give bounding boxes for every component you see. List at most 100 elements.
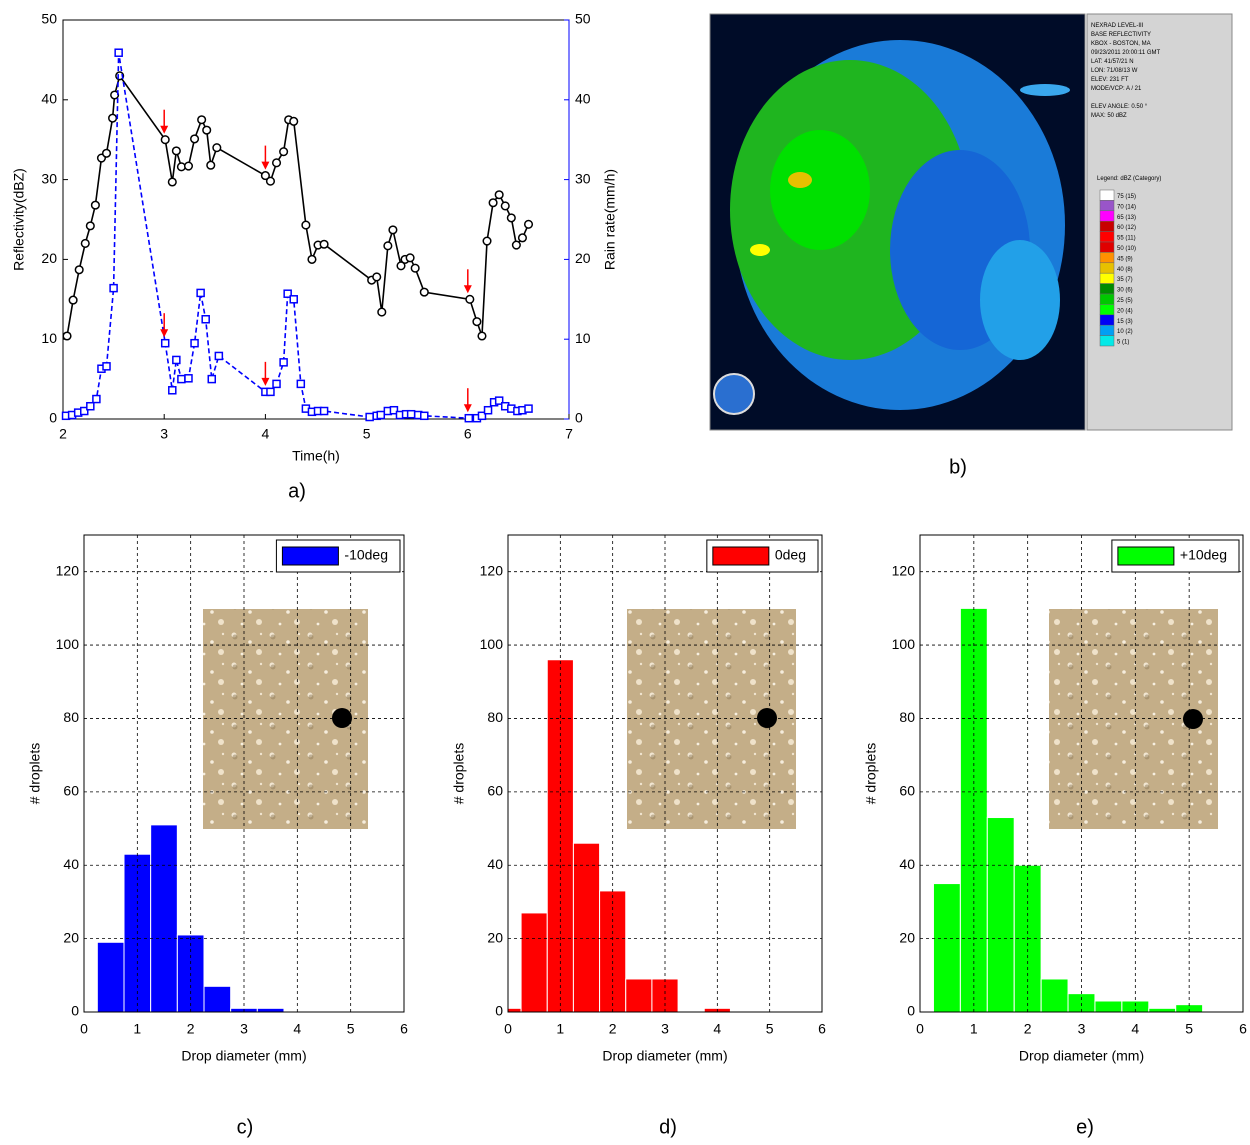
x-tick-label: 7 (565, 426, 573, 442)
x-tick-label: 0 (504, 1021, 512, 1037)
data-point (464, 413, 474, 423)
data-point (184, 374, 193, 383)
arrow-head (261, 377, 270, 386)
bar (520, 912, 548, 1012)
data-point (494, 396, 504, 405)
y-tick-label: 120 (892, 562, 916, 578)
legend-swatch (1099, 231, 1115, 243)
x-axis-label: Drop diameter (mm) (602, 1048, 727, 1064)
legend-swatch (1099, 241, 1115, 253)
legend-label: 75 (15) (1117, 194, 1136, 200)
bar (625, 978, 653, 1012)
panel-label: a) (288, 480, 306, 502)
bar (572, 842, 601, 1012)
inset-marker (332, 708, 352, 728)
legend-label: -10deg (344, 547, 388, 563)
data-point (172, 355, 181, 365)
arrow (160, 313, 169, 338)
arrow (261, 361, 270, 386)
data-point (80, 406, 89, 416)
legend-label: 45 (9) (1117, 256, 1133, 262)
radar-info-text: 09/23/2011 20:00:11 GMT (1091, 50, 1160, 56)
y-tick-label: 100 (892, 636, 916, 652)
y-axis-label: # droplets (27, 743, 43, 804)
data-point (207, 374, 217, 384)
data-point (511, 240, 521, 250)
radar-info-text: MAX: 50 dBZ (1091, 113, 1127, 119)
data-point (477, 331, 487, 341)
data-point (365, 412, 374, 422)
data-point (301, 220, 311, 230)
data-point (260, 171, 270, 181)
radar-echo (788, 172, 812, 188)
y2-tick-label: 30 (575, 170, 591, 186)
radar-info-text: NEXRAD LEVEL-III (1091, 23, 1144, 29)
legend-label: 15 (3) (1117, 319, 1133, 325)
arrow (160, 109, 169, 134)
x-tick-label: 5 (347, 1021, 355, 1037)
legend-label: 65 (13) (1117, 215, 1136, 221)
legend-label: 5 (1) (1117, 340, 1129, 346)
data-point (500, 201, 510, 211)
x-tick-label: 3 (1078, 1021, 1086, 1037)
y-tick-label: 20 (899, 929, 915, 945)
data-point (85, 221, 95, 231)
y-tick-label: 60 (63, 783, 79, 799)
radar-info-text: BASE REFLECTIVITY (1091, 32, 1151, 38)
arrow-head (261, 161, 270, 170)
data-point (114, 48, 123, 57)
bar (1040, 978, 1069, 1012)
data-point (517, 233, 527, 243)
legend-swatch (1099, 324, 1115, 336)
inset-marker (757, 708, 777, 728)
data-point (101, 148, 112, 158)
data-point (90, 200, 100, 210)
panel-label: d) (659, 1116, 677, 1138)
x-tick-label: 2 (187, 1021, 195, 1037)
legend-label: 20 (4) (1117, 308, 1133, 314)
y2-tick-label: 0 (575, 410, 583, 426)
arrow-head (463, 404, 472, 413)
x-tick-label: 5 (766, 1021, 774, 1037)
x-tick-label: 4 (293, 1021, 301, 1037)
y-tick-label: 120 (480, 562, 504, 578)
x-axis-label: Drop diameter (mm) (1019, 1048, 1144, 1064)
y-tick-label: 20 (41, 250, 57, 266)
bar (651, 978, 679, 1012)
data-point (68, 295, 78, 305)
data-point (383, 241, 393, 251)
radar-echo (750, 244, 770, 256)
bar (203, 985, 232, 1012)
legend-swatch (1099, 335, 1115, 347)
data-point (296, 379, 306, 389)
data-point (283, 289, 292, 298)
x-tick-label: 3 (661, 1021, 669, 1037)
y-tick-label: 40 (63, 856, 79, 872)
x-tick-label: 4 (1131, 1021, 1139, 1037)
data-point (167, 177, 177, 187)
y2-tick-label: 40 (575, 91, 591, 107)
bar (932, 883, 961, 1012)
legend-label: 10 (2) (1117, 329, 1133, 335)
data-point (376, 410, 386, 420)
radar-echo (980, 240, 1060, 360)
legend-swatch (1099, 210, 1115, 222)
data-point (405, 253, 415, 263)
x-tick-label: 3 (160, 426, 168, 442)
data-point (183, 161, 194, 171)
data-point (272, 379, 281, 389)
x-tick-label: 2 (59, 426, 67, 442)
arrow (463, 388, 472, 413)
data-point (271, 158, 282, 168)
y-tick-label: 80 (899, 709, 915, 725)
data-point (465, 294, 475, 304)
legend-label: 60 (12) (1117, 225, 1136, 231)
data-point (168, 386, 177, 395)
panel-label: c) (237, 1116, 254, 1138)
radar-echo (770, 130, 870, 250)
y-axis-label: # droplets (863, 743, 879, 804)
data-point (171, 146, 181, 156)
legend-label: 35 (7) (1117, 277, 1133, 283)
y-tick-label: 60 (487, 783, 503, 799)
